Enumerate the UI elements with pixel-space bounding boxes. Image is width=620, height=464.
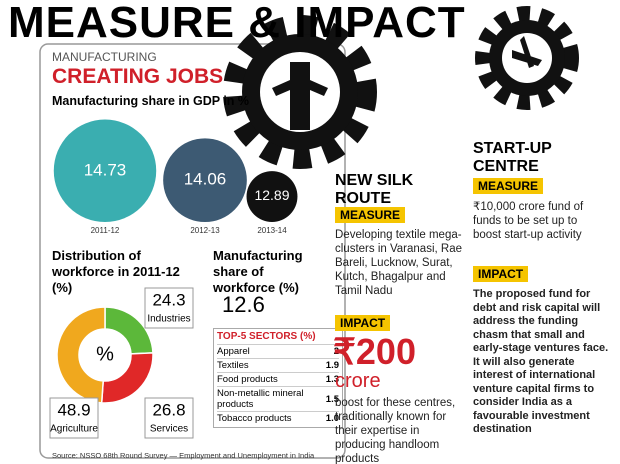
label-box [144,397,194,439]
table-label: Tobacco products [217,413,292,424]
table-title: TOP-5 SECTORS (%) [217,331,316,342]
chart-title: Distribution of workforce in 2011-12 (%) [52,248,180,295]
gear-teeth [475,6,579,110]
source: Source: NSSO 68th Round Survey — Employm… [52,451,315,460]
kicker: MANUFACTURING [52,50,157,64]
impact-text: boost for these centres, traditionally k… [335,397,456,464]
table-label: Food products [217,374,278,385]
table-value: 1.5 [325,393,339,405]
impact-text: The proposed fund for debt and risk capi… [473,288,609,435]
section-title: START-UP CENTRE [473,140,552,175]
gear-figure [512,36,542,68]
panel-border [39,43,346,459]
gear-large [223,15,377,169]
table-row: Apparel 2 [217,344,339,358]
table-row: Tobacco products 1.0 [217,411,339,425]
chart-title: Manufacturing share in GDP in % [52,94,250,108]
impact-tag: IMPACT [335,315,391,331]
bubble-label: 12.89 [254,187,289,203]
measure-tag: MEASURE [473,178,544,194]
category-label: 2013-14 [257,226,287,235]
donut-slice [56,306,106,404]
bubble [163,138,247,222]
bubble [53,119,157,222]
stat-value: 12.6 [222,292,265,317]
gear-small [475,6,579,110]
section-title: NEW SILK ROUTE [335,172,414,207]
category-label: 2011-12 [91,226,120,235]
label-box [144,287,194,329]
bubble-label: 14.06 [184,170,227,189]
table: TOP-5 SECTORS (%) Apparel 2 Textiles 1.9 Foo… [213,328,343,428]
slice-label: Services [150,424,188,435]
table-value: 1.9 [325,360,339,371]
bubble-label: 14.73 [84,160,127,179]
measure-text: ₹10,000 crore fund of funds to be set up… [473,201,584,241]
gear-teeth [223,15,377,169]
table-row: Food products 1.3 [217,372,339,386]
label-box [49,397,99,439]
table-value: 2 [333,346,339,357]
page-title: MEASURE & IMPACT [8,0,466,47]
impact-unit: crore [335,370,381,392]
gear-figure [272,62,328,130]
impact-amount: ₹200 [333,331,416,372]
stat-title: Manufacturing share of workforce (%) [213,248,303,295]
table-label: Apparel [217,346,250,357]
slice-value: 26.8 [152,400,185,419]
slice-value: 24.3 [152,290,185,309]
donut-center: % [96,343,114,365]
slice-value: 48.9 [57,400,90,419]
table-row: Non-metallic mineral products 1.5 [217,386,339,411]
measure-tag: MEASURE [335,207,406,223]
table-value: 1.0 [325,413,339,424]
measure-text: Developing textile mega-clusters in Vara… [335,229,462,297]
table-value: 1.3 [325,374,339,385]
bubble [246,171,298,222]
table-label: Textiles [217,360,249,371]
impact-tag: IMPACT [473,266,529,282]
slice-label: Industries [147,314,190,325]
table-row: Textiles 1.9 [217,358,339,372]
category-label: 2012-13 [190,226,220,235]
headline: CREATING JOBS [52,65,224,88]
table-label: Non-metallic mineral products [217,388,304,410]
slice-label: Agriculture [50,424,98,435]
